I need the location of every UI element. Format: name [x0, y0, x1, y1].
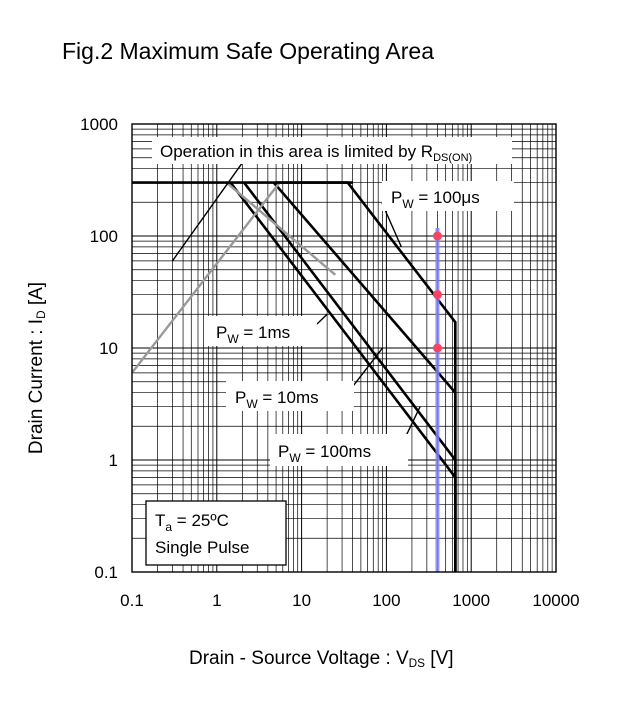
leader-line: [404, 406, 421, 439]
y-tick-label: 1000: [80, 115, 118, 134]
x-tick-label: 1000: [452, 591, 490, 610]
measurement-markers: [432, 228, 442, 572]
series-line-3: [229, 181, 457, 572]
annotation-pw-100us: PW = 100μs: [382, 181, 514, 211]
svg-text:Single Pulse: Single Pulse: [155, 538, 250, 557]
series-lines: [131, 181, 457, 572]
svg-text:Operation in this area is limi: Operation in this area is limited by RDS…: [160, 142, 472, 164]
data-point: [432, 231, 442, 241]
data-point: [432, 343, 442, 353]
annotation-pw-10ms: PW = 10ms: [226, 381, 354, 411]
svg-text:PW = 10ms: PW = 10ms: [235, 388, 319, 411]
x-tick-label: 1: [212, 591, 221, 610]
annotation-pw-1ms: PW = 1ms: [207, 316, 317, 346]
svg-text:PW = 100ms: PW = 100ms: [278, 442, 371, 465]
series-line-5: [225, 181, 337, 276]
y-tick-label: 0.1: [94, 563, 118, 582]
leader-line: [171, 162, 243, 262]
svg-text:PW = 1ms: PW = 1ms: [216, 323, 290, 346]
data-point: [432, 290, 442, 300]
annotation-conditions: Ta = 25ºC Single Pulse: [145, 500, 287, 566]
x-tick-label: 100: [372, 591, 400, 610]
x-tick-label: 10: [292, 591, 311, 610]
y-tick-label: 1: [109, 451, 118, 470]
annotation-pw-100ms: PW = 100ms: [270, 434, 408, 466]
x-tick-label: 10000: [532, 591, 579, 610]
annotation-rds: Operation in this area is limited by RDS…: [152, 137, 512, 164]
x-axis-label: Drain - Source Voltage : VDS [V]: [189, 648, 454, 670]
y-axis-label: Drain Current : ID [A]: [26, 281, 48, 455]
plot-frame: [131, 123, 557, 573]
y-tick-label: 100: [90, 227, 118, 246]
svg-text:Ta = 25ºC: Ta = 25ºC: [155, 511, 229, 534]
chart-title: Fig.2 Maximum Safe Operating Area: [62, 38, 434, 64]
y-tick-label: 10: [99, 339, 118, 358]
leader-line: [316, 313, 328, 325]
svg-text:PW = 100μs: PW = 100μs: [391, 188, 480, 211]
tick-labels: 0.1 1 10 100 1000 10000 0.1 1 10 100 1000: [80, 115, 579, 610]
leader-line: [349, 347, 384, 391]
x-tick-label: 0.1: [120, 591, 144, 610]
series-line-4: [131, 181, 281, 374]
